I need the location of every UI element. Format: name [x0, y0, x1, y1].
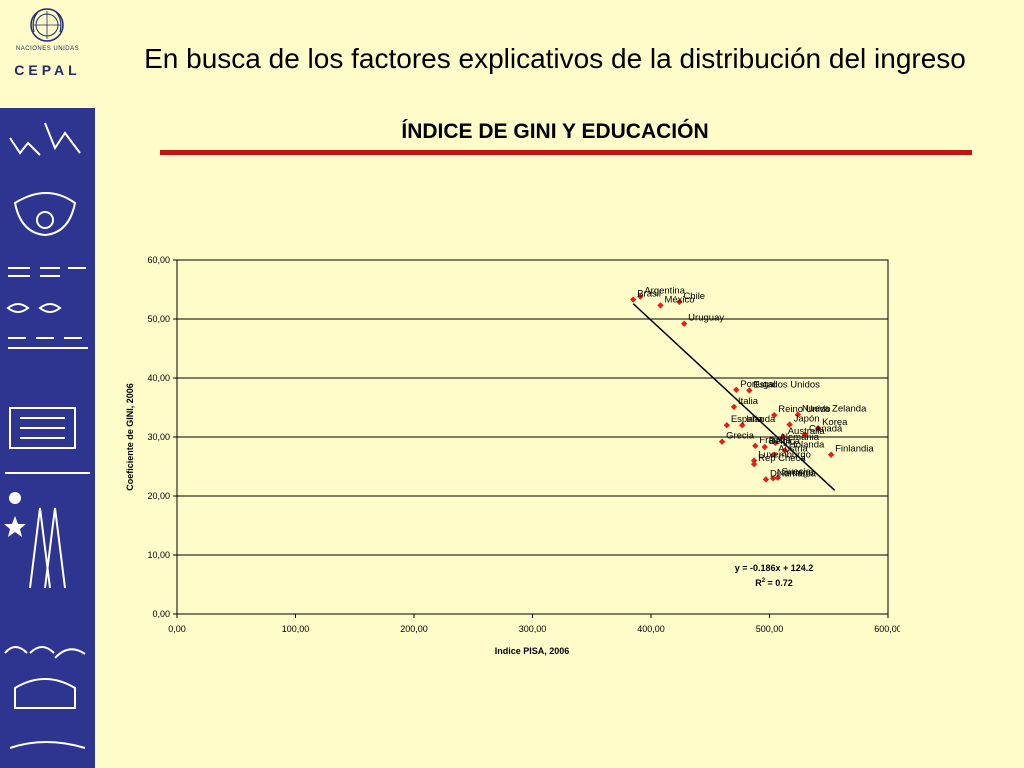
- data-point-label: Argentina: [644, 286, 685, 297]
- data-point-label: Suecia: [782, 467, 812, 478]
- x-tick-label: 300,00: [519, 624, 547, 634]
- r-squared-value: = 0.72: [765, 578, 793, 588]
- data-point-label: Grecia: [726, 431, 755, 442]
- data-point: [769, 475, 777, 482]
- data-point: [657, 302, 664, 309]
- data-point-label: España: [731, 414, 764, 425]
- data-point-label: Portugal: [740, 379, 775, 390]
- y-tick-label: 50,00: [147, 314, 170, 324]
- logo-area: NACIONES UNIDAS CEPAL: [0, 0, 95, 108]
- x-tick-label: 200,00: [400, 624, 428, 634]
- data-point: [786, 421, 793, 428]
- data-point: [739, 422, 746, 429]
- slide-subtitle: ÍNDICE DE GINI Y EDUCACIÓN: [401, 120, 709, 143]
- data-point: [730, 403, 738, 411]
- data-point-label: Irlanda: [746, 414, 776, 425]
- data-point: [630, 296, 637, 303]
- un-org-line: NACIONES UNIDAS: [15, 46, 80, 52]
- r-squared-sup: 2: [762, 578, 766, 584]
- data-point-label: Austria: [778, 444, 808, 455]
- data-point-label: Bélgica: [769, 436, 801, 447]
- data-point: [762, 476, 770, 483]
- data-point-label: Italia: [738, 396, 759, 407]
- data-point-label: Korea: [822, 417, 848, 428]
- data-point-label: Rep Checa: [758, 453, 806, 464]
- data-point: [718, 438, 726, 445]
- data-point: [680, 320, 688, 327]
- data-point: [827, 451, 835, 458]
- data-point-label: Estados Unidos: [753, 379, 820, 390]
- data-point-label: Japón: [794, 414, 820, 425]
- data-point-label: Holanda: [789, 440, 825, 451]
- cepal-logo-text: CEPAL: [14, 62, 81, 78]
- data-point: [814, 424, 822, 432]
- data-point: [771, 411, 778, 419]
- y-tick-label: 40,00: [147, 373, 170, 383]
- data-point-label: Alemania: [779, 432, 819, 443]
- data-point-label: Reino Unido: [778, 404, 830, 415]
- data-point: [637, 293, 644, 300]
- data-point: [761, 443, 768, 451]
- data-point-label: Brasil: [637, 289, 661, 300]
- data-point-label: Dinamarca: [770, 468, 817, 479]
- data-point: [781, 447, 789, 454]
- r-squared: R2 = 0.72: [755, 578, 793, 588]
- data-point-label: Australia: [788, 426, 826, 437]
- data-point: [733, 386, 740, 393]
- y-tick-label: 60,00: [147, 255, 170, 265]
- data-point-label: Luxemburgo: [758, 450, 811, 461]
- y-tick-label: 0,00: [152, 609, 170, 619]
- x-axis-label: Indice PISA, 2006: [495, 646, 570, 656]
- data-point: [780, 433, 787, 441]
- data-point: [750, 460, 758, 468]
- x-tick-label: 500,00: [756, 624, 784, 634]
- data-point: [772, 439, 779, 447]
- r-squared-r: R: [755, 578, 762, 588]
- regression-equation: y = -0.186x + 124.2: [735, 563, 814, 573]
- data-point-label: Chile: [683, 291, 705, 302]
- data-point-label: México: [664, 294, 694, 305]
- data-point: [752, 442, 759, 450]
- data-point: [746, 387, 753, 394]
- x-tick-label: 400,00: [637, 624, 665, 634]
- data-point: [676, 298, 683, 306]
- data-point: [794, 411, 802, 418]
- y-tick-label: 20,00: [147, 491, 170, 501]
- data-point-label: Nueva Zelanda: [802, 404, 867, 415]
- trend-line: [632, 303, 836, 491]
- gini-pisa-scatter-chart: 0,00 10,00 20,00 30,00 40,00 50,00 60,00 0,00 1…: [125, 255, 900, 656]
- data-point: [801, 431, 809, 438]
- data-point-label: Noruega: [777, 467, 814, 478]
- y-tick-label: 30,00: [147, 432, 170, 442]
- slide-title: En busca de los factores explicativos de…: [144, 43, 966, 74]
- x-tick-label: 600,00: [874, 624, 900, 634]
- data-point-label: Francia: [759, 435, 791, 446]
- data-point: [723, 422, 731, 429]
- data-point-label: Canadá: [809, 424, 843, 435]
- data-point-label: Finlandia: [835, 444, 874, 455]
- indigenous-motifs-icon: [4, 122, 90, 749]
- un-emblem-icon: [30, 8, 64, 42]
- y-axis-label: Coeficiente de GINI, 2006: [125, 383, 135, 491]
- y-tick-label: 10,00: [147, 550, 170, 560]
- title-divider: [160, 150, 972, 155]
- decorative-sidebar: [0, 108, 95, 768]
- x-tick-label: 0,00: [168, 624, 186, 634]
- data-point: [750, 457, 758, 464]
- data-point-label: Uruguay: [688, 313, 724, 324]
- x-tick-label: 100,00: [282, 624, 310, 634]
- data-point: [774, 474, 781, 481]
- data-point: [771, 451, 778, 458]
